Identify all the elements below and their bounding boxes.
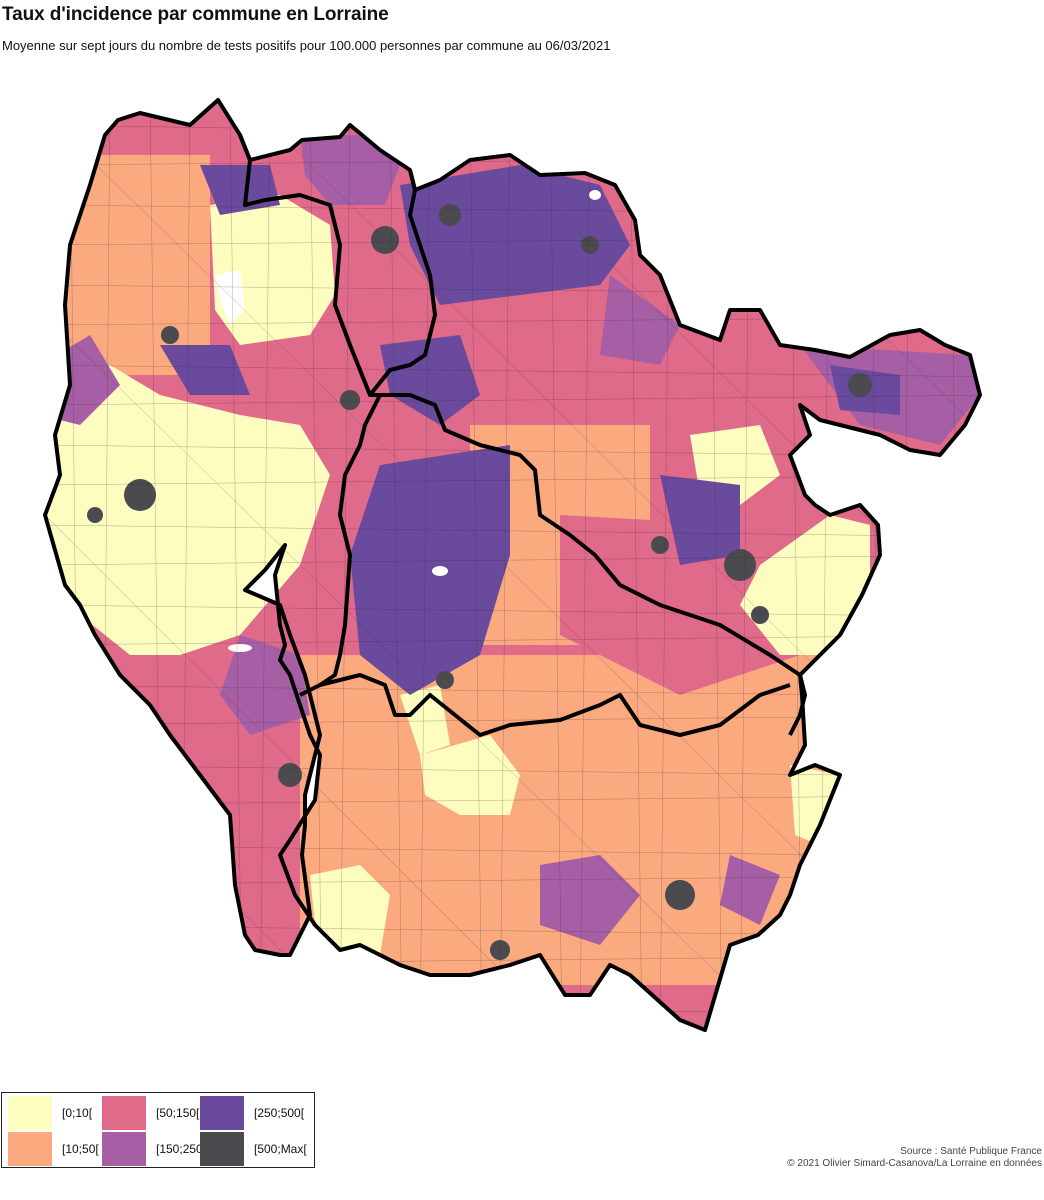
legend-label: [0;10[ — [62, 1106, 93, 1120]
legend-swatch — [102, 1132, 146, 1166]
legend-label: [500;Max[ — [254, 1142, 307, 1156]
source-text: Source : Santé Publique France — [900, 1146, 1042, 1157]
legend-swatch — [200, 1096, 244, 1130]
legend-item: [500;Max[ — [200, 1131, 307, 1167]
legend-swatch — [8, 1132, 52, 1166]
legend-label: [150;250[ — [156, 1142, 207, 1156]
legend-item: [250;500[ — [200, 1095, 304, 1131]
lorraine-choropleth-map — [43, 98, 982, 1032]
legend-item: [150;250[ — [102, 1131, 206, 1167]
map-title: Taux d'incidence par commune en Lorraine — [2, 4, 389, 25]
legend-item: [10;50[ — [8, 1131, 99, 1167]
legend-swatch — [8, 1096, 52, 1130]
legend-swatch — [200, 1132, 244, 1166]
legend: [0;10[ [10;50[ [50;150[ [150;250[ [250;5… — [1, 1092, 315, 1168]
credits: Source : Santé Publique France © 2021 Ol… — [787, 1146, 1042, 1170]
legend-label: [250;500[ — [254, 1106, 305, 1120]
legend-item: [50;150[ — [102, 1095, 199, 1131]
copyright-text: © 2021 Olivier Simard-Casanova/La Lorrai… — [787, 1158, 1042, 1169]
map-subtitle: Moyenne sur sept jours du nombre de test… — [2, 38, 611, 53]
legend-item: [0;10[ — [8, 1095, 92, 1131]
legend-swatch — [102, 1096, 146, 1130]
legend-label: [10;50[ — [62, 1142, 99, 1156]
commune-fills — [45, 100, 980, 1030]
legend-label: [50;150[ — [156, 1106, 200, 1120]
